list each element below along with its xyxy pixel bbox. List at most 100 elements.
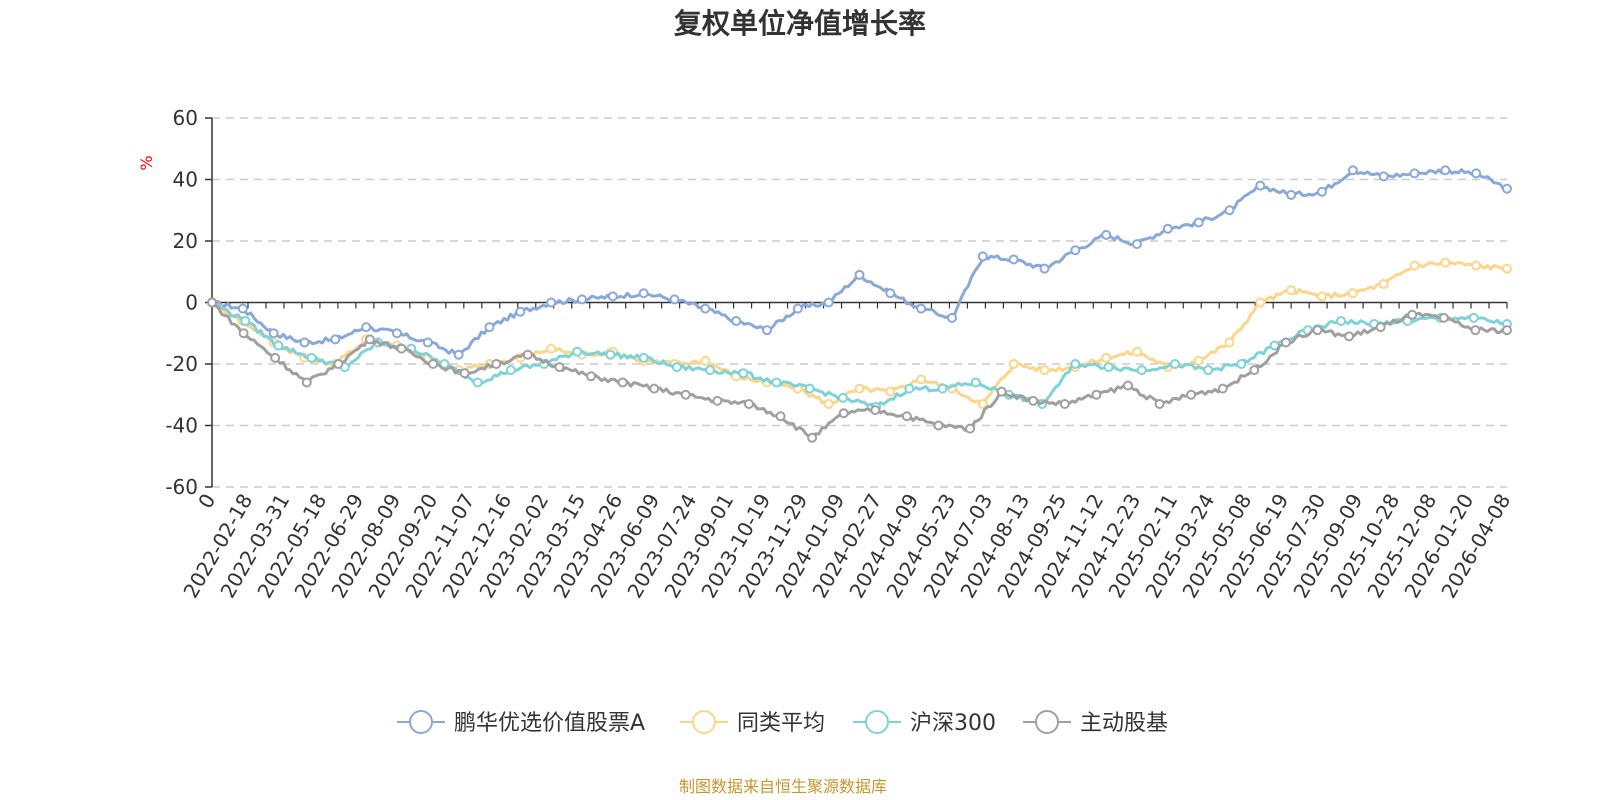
data-point (1286, 285, 1297, 296)
data-point (392, 328, 402, 339)
data-point (1409, 260, 1420, 271)
data-point (1249, 365, 1260, 376)
data-point (1193, 217, 1204, 228)
legend-marker-icon (1035, 710, 1059, 734)
data-point (700, 355, 711, 366)
data-point (1502, 263, 1512, 274)
data-point (1438, 312, 1449, 323)
data-point (1312, 325, 1323, 336)
data-point (933, 420, 944, 431)
data-point (1440, 165, 1451, 176)
data-point (605, 349, 616, 360)
data-point (700, 303, 711, 314)
data-point (1440, 257, 1451, 268)
data-point (712, 395, 723, 406)
data-point (1103, 362, 1114, 373)
data-point (1409, 168, 1420, 179)
data-point (1169, 359, 1180, 369)
data-point (237, 303, 248, 314)
data-point (546, 343, 557, 354)
data-point (422, 337, 433, 348)
legend-marker-icon (409, 710, 433, 734)
data-point (1059, 398, 1070, 409)
data-point (1347, 288, 1358, 299)
data-point (1317, 291, 1327, 302)
y-tick-label: 20 (173, 229, 198, 253)
data-point (885, 288, 896, 299)
legend-label: 同类平均 (737, 711, 825, 736)
data-point (870, 405, 881, 416)
data-point (901, 411, 912, 422)
legend-marker-icon (692, 710, 716, 734)
data-point (638, 352, 649, 363)
y-tick-label: 40 (173, 168, 198, 192)
data-point (1378, 171, 1389, 182)
y-tick-label: -40 (165, 414, 198, 438)
y-tick-label: 0 (185, 291, 198, 315)
data-point (572, 346, 583, 357)
data-point (1468, 312, 1479, 323)
data-point (1039, 263, 1050, 274)
data-point (1028, 395, 1039, 406)
data-point (977, 251, 988, 262)
data-point (1502, 325, 1512, 336)
data-point (484, 322, 495, 333)
data-point (1236, 359, 1247, 369)
data-point (1132, 346, 1142, 357)
y-tick-label: -20 (165, 352, 198, 376)
data-point (607, 291, 618, 302)
data-point (1091, 389, 1102, 400)
data-point (522, 349, 533, 360)
legend-item[interactable]: 同类平均 (680, 710, 825, 736)
data-point (649, 383, 660, 394)
data-point (459, 368, 470, 379)
data-point (916, 374, 927, 385)
data-point (428, 359, 439, 369)
data-point (1255, 180, 1266, 191)
data-point (1378, 279, 1389, 290)
data-point (762, 325, 772, 336)
data-point (301, 377, 312, 388)
data-point (1375, 322, 1386, 333)
data-point (240, 315, 251, 326)
data-point (807, 432, 818, 443)
data-point (361, 322, 372, 333)
data-point (916, 303, 927, 314)
data-point (1344, 331, 1355, 342)
data-point (617, 377, 628, 388)
data-point (1070, 245, 1081, 256)
data-point (823, 398, 834, 409)
legend-label: 鹏华优选价值股票A (454, 711, 645, 736)
legend-item[interactable]: 鹏华优选价值股票A (397, 710, 645, 736)
legend-item[interactable]: 沪深300 (853, 710, 996, 736)
data-point (396, 343, 407, 354)
data-point (1502, 183, 1512, 194)
data-point (586, 371, 597, 382)
data-point (1286, 189, 1297, 200)
legend: 鹏华优选价值股票A 同类平均 沪深300 主动股基 (397, 710, 1168, 736)
data-point (743, 398, 754, 409)
data-point (1039, 365, 1050, 376)
data-point (1407, 309, 1418, 320)
legend-item[interactable]: 主动股基 (1023, 710, 1168, 736)
data-point (453, 349, 464, 360)
data-point (771, 377, 782, 388)
x-axis: 02022-02-182022-03-312022-05-182022-06-2… (178, 301, 1515, 602)
data-point (1186, 389, 1197, 400)
legend-label: 沪深300 (910, 711, 996, 736)
data-point (330, 334, 341, 345)
data-point (775, 411, 786, 422)
data-point (1317, 186, 1327, 197)
data-point (1136, 365, 1147, 376)
data-point (792, 303, 803, 314)
data-point (937, 383, 948, 394)
data-point (554, 362, 565, 373)
data-point (1280, 337, 1291, 348)
data-point (965, 423, 976, 434)
data-point (577, 294, 587, 305)
data-point (1347, 165, 1358, 176)
data-point (299, 337, 310, 348)
data-point (885, 386, 896, 397)
data-point (970, 377, 981, 388)
